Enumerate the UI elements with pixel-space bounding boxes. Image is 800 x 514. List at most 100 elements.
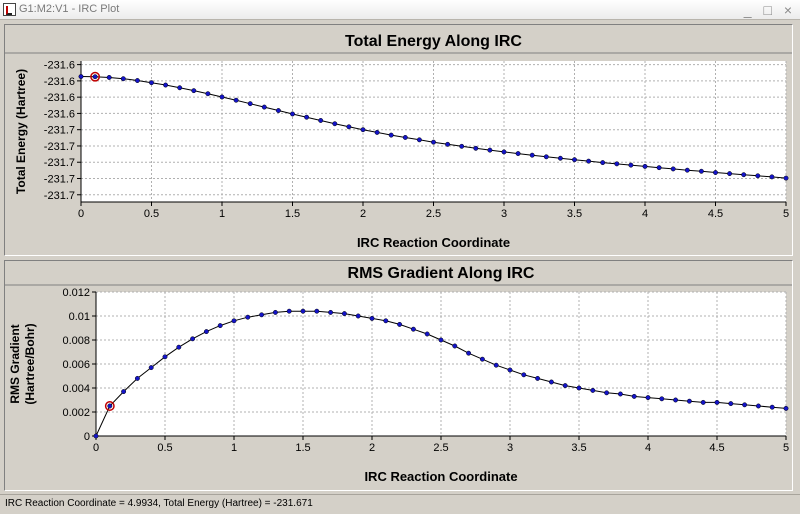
data-point: [346, 124, 352, 130]
data-point: [642, 163, 648, 169]
y-axis-label: RMS Gradient: [8, 324, 22, 403]
data-point: [572, 157, 577, 163]
data-point: [247, 101, 253, 107]
data-point: [576, 385, 582, 391]
data-point: [459, 143, 465, 149]
data-point: [714, 399, 720, 405]
data-point: [501, 149, 507, 155]
data-point: [686, 398, 692, 404]
x-tick-label: 5: [783, 442, 789, 454]
data-point: [245, 314, 251, 320]
data-point: [341, 311, 347, 317]
data-point: [684, 167, 690, 173]
y-tick-label: -231.6: [44, 60, 75, 72]
data-point: [388, 132, 394, 138]
data-point: [92, 74, 98, 80]
data-point: [521, 372, 527, 378]
data-point: [360, 127, 366, 133]
data-point: [529, 152, 535, 158]
data-point: [438, 337, 444, 343]
data-point: [397, 321, 403, 327]
data-point: [191, 88, 197, 94]
data-point: [300, 308, 306, 314]
y-tick-label: -231.6: [44, 108, 75, 120]
y-tick-label: -231.7: [44, 125, 75, 137]
gradient-chart-panel: RMS Gradient Along IRC 0 0.5 1 1.5 2 2.5 3 3.5 4 4…: [4, 260, 793, 491]
y-tick-label: -231.7: [44, 190, 75, 202]
y-axis-label: (Hartree/Bohr): [23, 323, 37, 404]
data-point: [507, 367, 513, 373]
data-point: [134, 78, 140, 83]
data-point: [557, 155, 563, 161]
data-points: [93, 308, 789, 439]
data-point: [410, 326, 416, 332]
data-point: [590, 387, 596, 393]
data-point: [332, 121, 338, 127]
y-tick-label: 0.004: [62, 383, 90, 395]
x-tick-label: 4: [642, 208, 648, 220]
energy-chart[interactable]: Total Energy Along IRC 0 0.5 1 1.5 2 2.5 3 3.5 4 4…: [5, 25, 792, 255]
data-point: [177, 85, 183, 91]
data-point: [374, 129, 380, 135]
window-titlebar: G1:M2:V1 - IRC Plot _ □ ×: [0, 0, 800, 20]
highlighted-point-marker: [104, 401, 115, 411]
data-point: [383, 318, 389, 324]
y-tick-label: -231.7: [44, 174, 75, 186]
y-tick-label: 0.012: [62, 287, 90, 299]
data-point: [487, 147, 493, 153]
x-tick-label: 4.5: [708, 208, 723, 220]
data-point: [713, 170, 718, 175]
data-point: [149, 80, 154, 86]
x-tick-label: 4.5: [709, 442, 724, 454]
app-icon: [3, 3, 16, 16]
data-point: [328, 309, 334, 315]
data-point: [755, 173, 761, 179]
data-point: [755, 403, 761, 409]
data-point: [93, 433, 99, 439]
data-point: [614, 161, 620, 167]
highlighted-point-marker: [90, 71, 101, 82]
data-point: [318, 118, 324, 123]
data-point: [355, 313, 361, 319]
data-point: [700, 399, 706, 405]
data-point: [134, 375, 140, 381]
data-point: [402, 135, 408, 140]
y-tick-label: 0.006: [62, 359, 90, 371]
data-point: [617, 391, 623, 397]
data-point: [452, 343, 458, 349]
x-tick-label: 3: [507, 442, 513, 454]
data-point: [107, 403, 113, 409]
x-tick-label: 3.5: [567, 208, 582, 220]
data-point: [741, 172, 747, 178]
data-point: [231, 318, 237, 324]
x-tick-label: 2: [369, 442, 375, 454]
window-controls[interactable]: _ □ ×: [743, 2, 796, 18]
data-point: [698, 168, 704, 174]
data-point: [656, 165, 662, 171]
data-point: [535, 375, 541, 381]
data-point: [670, 166, 676, 172]
data-point: [78, 74, 84, 79]
chart-title: Total Energy Along IRC: [345, 33, 522, 50]
energy-chart-panel: Total Energy Along IRC 0 0.5 1 1.5 2 2.5 3 3.5 4 4…: [4, 24, 793, 256]
data-point: [727, 171, 733, 177]
data-point: [600, 160, 606, 166]
data-point: [121, 389, 127, 395]
y-tick-label: -231.7: [44, 141, 75, 153]
gradient-chart[interactable]: RMS Gradient Along IRC 0 0.5 1 1.5 2 2.5 3 3.5 4 4…: [5, 261, 792, 490]
data-point: [466, 350, 472, 356]
data-point: [176, 344, 182, 350]
x-tick-label: 0.5: [144, 208, 159, 220]
x-tick-label: 3: [501, 208, 507, 220]
x-tick-label: 0: [93, 442, 99, 454]
data-point: [304, 114, 310, 120]
data-point: [233, 97, 239, 103]
data-point: [275, 108, 281, 113]
data-point: [259, 312, 265, 318]
x-tick-label: 1: [219, 208, 225, 220]
y-tick-label: 0.01: [69, 311, 90, 323]
data-point: [628, 162, 634, 168]
y-tick-label: -231.7: [44, 157, 75, 169]
x-tick-label: 3.5: [571, 442, 586, 454]
data-point: [162, 354, 168, 360]
